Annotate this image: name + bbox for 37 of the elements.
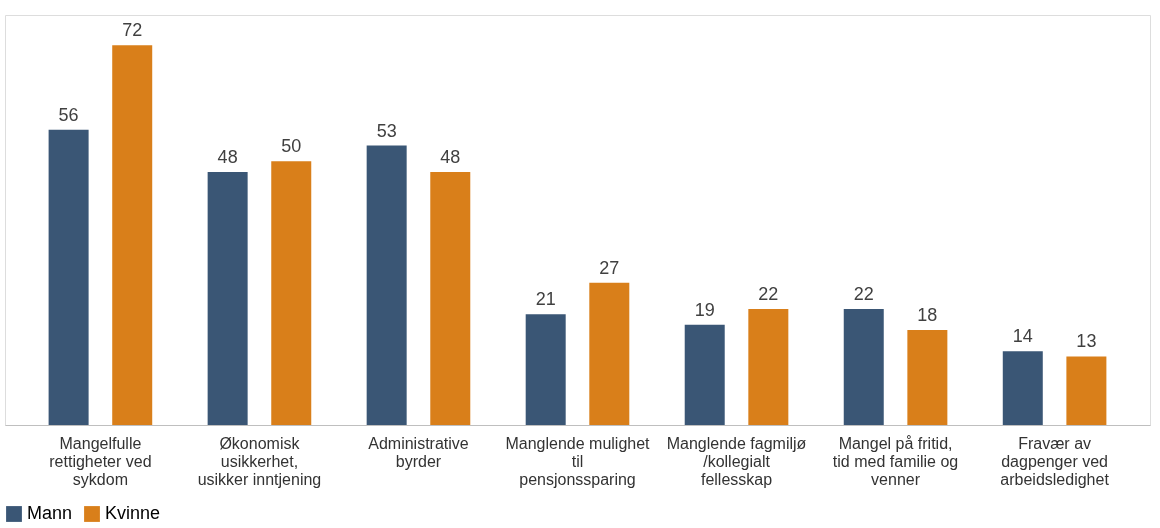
bar [525, 314, 566, 425]
bar [1002, 351, 1043, 425]
bar [748, 309, 789, 425]
data-label: 19 [694, 299, 715, 320]
bar [112, 45, 153, 425]
x-tick-label: Mangelfulle rettigheter ved sykdom [49, 434, 152, 488]
x-tick-label: Administrative byrder [368, 434, 469, 470]
data-label: 50 [281, 136, 302, 157]
data-label: 22 [758, 284, 779, 304]
data-label: 53 [376, 120, 397, 141]
data-label: 18 [917, 305, 938, 326]
x-tick-label: Fravær av dagpenger ved arbeidsledighet [1000, 434, 1110, 488]
legend-label: Kvinne [105, 503, 161, 523]
bar [207, 171, 248, 425]
bar [589, 282, 630, 425]
bar [366, 145, 407, 425]
data-label: 21 [535, 289, 556, 310]
bar [684, 324, 725, 425]
data-label: 14 [1012, 326, 1033, 347]
data-label: 22 [853, 284, 874, 304]
x-tick-label: Økonomisk usikkerhet, usikker inntjening [197, 434, 322, 488]
data-label: 27 [599, 257, 620, 278]
data-label: 72 [122, 20, 143, 41]
data-label: 13 [1076, 331, 1097, 352]
x-tick-label: Manglende mulighet til pensjonssparing [505, 434, 651, 488]
x-tick-label: Mangel på fritid, tid med familie og venner [832, 434, 959, 488]
x-tick-label: Manglende fagmiljø/kollegialt fellesskap [666, 434, 807, 488]
bar [271, 161, 312, 425]
data-label: 56 [58, 104, 79, 125]
bar [1066, 356, 1107, 425]
data-label: 48 [440, 146, 461, 167]
data-label: 48 [217, 146, 238, 167]
bar [48, 129, 89, 425]
bar [843, 309, 884, 425]
bar [907, 330, 948, 425]
legend-label: Mann [27, 503, 73, 523]
bar [430, 171, 471, 425]
